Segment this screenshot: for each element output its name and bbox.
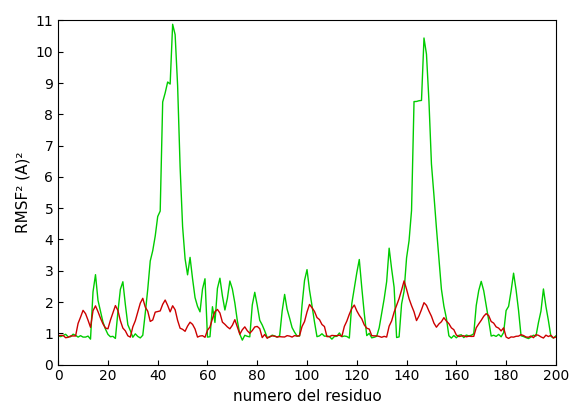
X-axis label: numero del residuo: numero del residuo — [232, 389, 381, 404]
Y-axis label: RMSF² (A)²: RMSF² (A)² — [15, 152, 30, 233]
